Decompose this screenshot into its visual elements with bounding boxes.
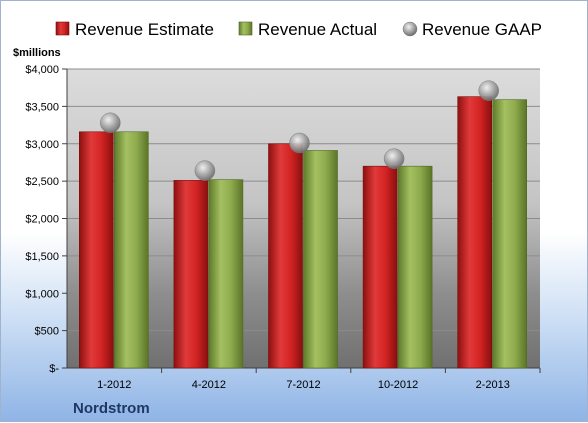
- legend-swatch-estimate: [55, 21, 70, 36]
- estimate-bar: [362, 165, 398, 369]
- x-tick-label: 1-2012: [97, 379, 131, 391]
- x-axis-ticks: 1-2012 4-2012 7-2012 10-2012 2-2013: [97, 368, 541, 391]
- x-tick-label: 10-2012: [378, 379, 418, 391]
- gaap-marker: [289, 132, 310, 154]
- estimate-bar: [173, 180, 209, 369]
- company-label: Nordstrom: [73, 400, 150, 417]
- gaap-marker: [383, 148, 405, 169]
- gaap-marker: [478, 80, 499, 101]
- legend-swatch-actual: [238, 21, 253, 36]
- x-tick-label: 7-2012: [286, 379, 320, 391]
- y-unit-label: $millions: [13, 47, 61, 59]
- y-tick-label: $-: [49, 363, 59, 375]
- estimate-bar: [79, 131, 114, 369]
- gaap-marker: [100, 112, 121, 134]
- y-tick-label: $1,000: [25, 288, 59, 300]
- actual-bar: [397, 165, 433, 369]
- legend-label: Revenue Estimate: [75, 20, 214, 39]
- estimate-bar: [457, 96, 493, 369]
- y-tick-label: $2,500: [25, 176, 59, 188]
- bar-marks: [79, 96, 528, 369]
- actual-bar: [492, 99, 528, 369]
- estimate-bar: [268, 143, 303, 369]
- y-tick-label: $3,000: [25, 139, 59, 151]
- y-tick-label: $4,000: [25, 64, 59, 76]
- x-tick-label: 4-2012: [192, 379, 226, 391]
- legend-label: Revenue Actual: [258, 20, 377, 39]
- x-tick-label: 2-2013: [476, 379, 510, 391]
- actual-bar: [303, 150, 338, 369]
- actual-bar: [208, 179, 244, 369]
- gaap-marker: [194, 160, 216, 181]
- legend-label: Revenue GAAP: [422, 20, 542, 39]
- y-tick-label: $3,500: [25, 101, 59, 113]
- y-tick-label: $1,500: [25, 251, 59, 263]
- legend-swatch-gaap: [402, 21, 418, 37]
- gaap-markers: [100, 80, 499, 181]
- y-tick-label: $2,000: [25, 214, 59, 226]
- actual-bar: [114, 131, 149, 369]
- y-tick-label: $500: [35, 326, 59, 338]
- chart-legend: Revenue Estimate Revenue Actual Revenue GA…: [55, 20, 542, 39]
